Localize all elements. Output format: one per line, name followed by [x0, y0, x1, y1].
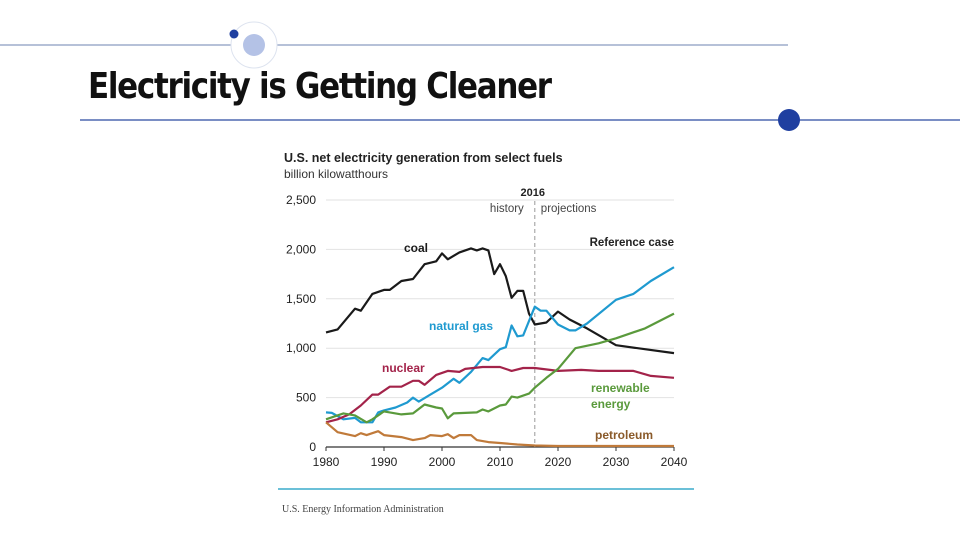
series-label-coal: coal	[404, 241, 428, 255]
series-line-coal	[325, 247, 675, 355]
x-tick-label: 2000	[429, 455, 456, 469]
chart-title: U.S. net electricity generation from sel…	[284, 151, 563, 165]
x-tick-label: 2020	[545, 455, 572, 469]
x-tick-label: 2040	[661, 455, 688, 469]
source-label: U.S. Energy Information Administration	[282, 504, 444, 515]
series-line-renewable-energy	[325, 312, 675, 424]
small-dot-ornament	[229, 29, 239, 39]
series-line-nuclear	[325, 365, 675, 424]
x-tick-label: 1980	[313, 455, 340, 469]
history-label: history	[490, 203, 524, 215]
x-tick-label: 2010	[487, 455, 514, 469]
series-label-renewable: renewable energy	[591, 381, 650, 411]
x-tick-label: 2030	[603, 455, 630, 469]
y-tick-label: 500	[296, 391, 316, 405]
y-tick-label: 2,000	[286, 242, 316, 256]
underline-dot-ornament	[778, 109, 800, 131]
chart-subtitle: billion kilowatthours	[284, 167, 388, 181]
y-tick-label: 1,500	[286, 292, 316, 306]
scenario-label: Reference case	[590, 237, 674, 249]
series-label-nuclear: nuclear	[382, 361, 425, 375]
y-tick-label: 0	[309, 440, 316, 454]
light-dot-ornament	[243, 34, 265, 56]
slide-title: Electricity is Getting Cleaner	[88, 66, 552, 107]
series-line-petroleum	[325, 421, 674, 448]
series-label-natural-gas: natural gas	[429, 319, 493, 333]
divider-year-label: 2016	[521, 187, 545, 199]
x-tick-label: 1990	[371, 455, 398, 469]
y-tick-label: 2,500	[286, 193, 316, 207]
projections-label: projections	[541, 203, 597, 215]
y-tick-label: 1,000	[286, 341, 316, 355]
series-label-petroleum: petroleum	[595, 428, 653, 442]
